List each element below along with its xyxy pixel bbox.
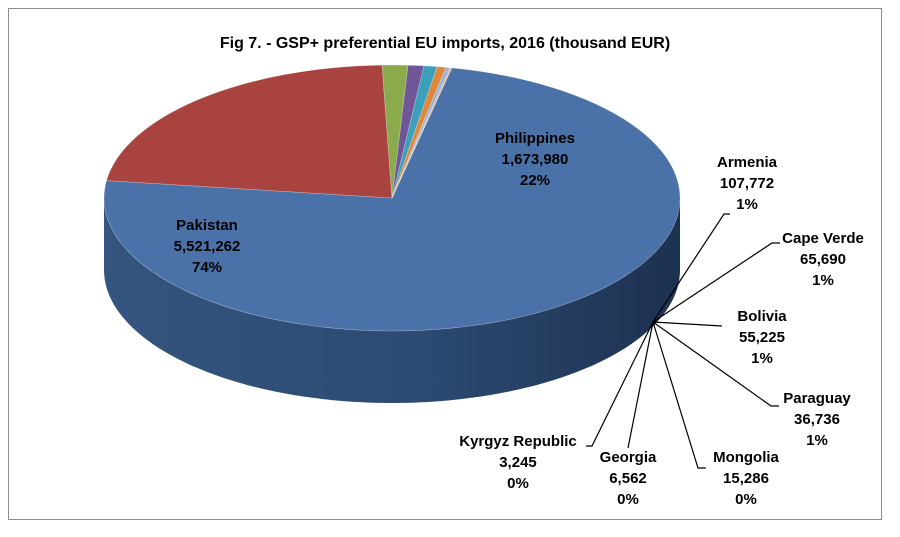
leader-line-georgia: [627, 321, 654, 449]
leader-line-paraguay: [652, 321, 779, 407]
pie-slice-armenia: [381, 64, 409, 199]
pie-slice-paraguay: [391, 66, 447, 199]
slice-label-mongolia: Mongolia 15,286 0%: [713, 449, 779, 508]
slice-name-kyrgyz-republic: Kyrgyz Republic: [459, 433, 577, 450]
slice-value-kyrgyz-republic: 3,245: [499, 454, 537, 471]
slice-label-georgia: Georgia 6,562 0%: [600, 449, 657, 508]
pie-slice-pakistan: [103, 67, 681, 332]
slice-percent-paraguay: 1%: [806, 432, 828, 449]
slice-value-bolivia: 55,225: [739, 329, 785, 346]
slice-label-pakistan: Pakistan 5,521,262 74%: [174, 217, 241, 276]
slice-value-paraguay: 36,736: [794, 411, 840, 428]
chart-title: Fig 7. - GSP+ preferential EU imports, 2…: [219, 35, 671, 52]
slice-percent-pakistan: 74%: [192, 259, 222, 276]
slice-label-kyrgyz-republic: Kyrgyz Republic 3,245 0%: [459, 433, 577, 492]
slice-percent-armenia: 1%: [736, 196, 758, 213]
slice-name-paraguay: Paraguay: [783, 390, 851, 407]
slice-label-armenia: Armenia 107,772 1%: [717, 154, 778, 213]
leader-line-armenia: [652, 213, 730, 323]
leader-line-bolivia: [652, 321, 723, 327]
leader-line-mongolia: [652, 321, 706, 469]
slice-name-georgia: Georgia: [600, 449, 657, 466]
slice-name-cape-verde: Cape Verde: [782, 230, 864, 247]
pie-slice-bolivia: [391, 65, 438, 199]
slice-value-philippines: 1,673,980: [502, 151, 569, 168]
slice-percent-georgia: 0%: [617, 491, 639, 508]
pie-slice-cape-verde: [391, 64, 425, 199]
slice-percent-mongolia: 0%: [735, 491, 757, 508]
slice-percent-philippines: 22%: [520, 172, 550, 189]
slice-name-mongolia: Mongolia: [713, 449, 779, 466]
pie-slice-georgia: [391, 67, 452, 199]
pie-side-pakistan: [104, 198, 680, 403]
slice-name-armenia: Armenia: [717, 154, 778, 171]
slice-percent-cape-verde: 1%: [812, 272, 834, 289]
pie-slice-kyrgyz-republic: [391, 67, 453, 199]
slice-percent-bolivia: 1%: [751, 350, 773, 367]
slice-label-paraguay: Paraguay 36,736 1%: [783, 390, 851, 449]
slice-value-mongolia: 15,286: [723, 470, 769, 487]
leader-line-cape-verde: [652, 242, 780, 323]
slice-name-pakistan: Pakistan: [176, 217, 238, 234]
slice-value-pakistan: 5,521,262: [174, 238, 241, 255]
slice-value-georgia: 6,562: [609, 470, 647, 487]
leader-line-kyrgyz-republic: [586, 321, 654, 447]
slice-label-cape-verde: Cape Verde 65,690 1%: [782, 230, 864, 289]
pie-slice-mongolia: [391, 67, 451, 199]
slice-name-philippines: Philippines: [495, 130, 575, 147]
slice-label-bolivia: Bolivia 55,225 1%: [737, 308, 787, 367]
pie-slice-philippines: [106, 64, 393, 199]
slice-name-bolivia: Bolivia: [737, 308, 787, 325]
slice-value-armenia: 107,772: [720, 175, 774, 192]
slice-label-philippines: Philippines 1,673,980 22%: [495, 130, 575, 189]
slice-percent-kyrgyz-republic: 0%: [507, 475, 529, 492]
slice-value-cape-verde: 65,690: [800, 251, 846, 268]
